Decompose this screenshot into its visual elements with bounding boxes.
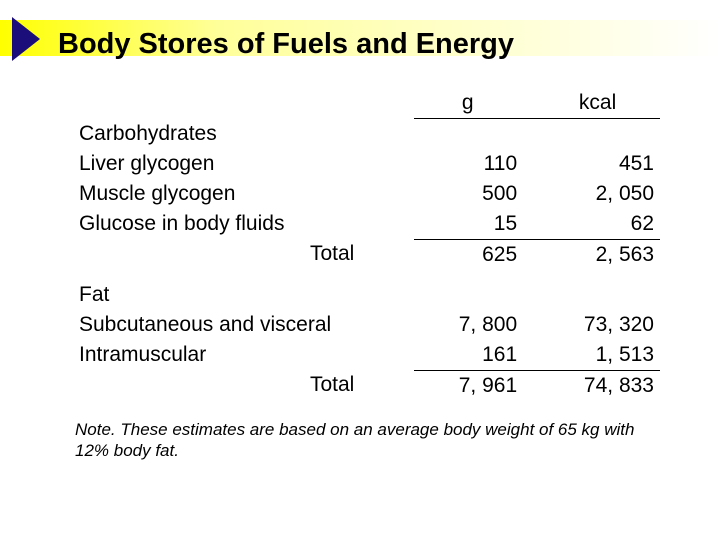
note-text: These estimates are based on an average … bbox=[75, 420, 634, 460]
arrow-bullet-icon bbox=[12, 17, 40, 61]
section-label: Fat bbox=[75, 280, 414, 310]
table-row: Muscle glycogen 500 2, 050 bbox=[75, 179, 660, 209]
col-header-g: g bbox=[414, 88, 537, 119]
col-header-kcal: kcal bbox=[537, 88, 660, 119]
total-g: 625 bbox=[414, 239, 537, 270]
footnote: Note. These estimates are based on an av… bbox=[75, 419, 660, 462]
table-row: Subcutaneous and visceral 7, 800 73, 320 bbox=[75, 310, 660, 340]
title-bar: Body Stores of Fuels and Energy bbox=[0, 0, 720, 70]
total-kcal: 2, 563 bbox=[537, 239, 660, 270]
row-label: Glucose in body fluids bbox=[75, 209, 414, 240]
spacer-row bbox=[75, 270, 660, 280]
total-row-carb: Total 625 2, 563 bbox=[75, 239, 660, 270]
section-heading-fat: Fat bbox=[75, 280, 660, 310]
row-kcal: 451 bbox=[537, 149, 660, 179]
row-label: Intramuscular bbox=[75, 340, 414, 371]
total-kcal: 74, 833 bbox=[537, 370, 660, 401]
total-label: Total bbox=[75, 239, 414, 270]
row-label: Muscle glycogen bbox=[75, 179, 414, 209]
table-row: Glucose in body fluids 15 62 bbox=[75, 209, 660, 240]
row-g: 110 bbox=[414, 149, 537, 179]
content-area: g kcal Carbohydrates Liver glycogen 110 … bbox=[0, 70, 720, 461]
total-row-fat: Total 7, 961 74, 833 bbox=[75, 370, 660, 401]
row-kcal: 62 bbox=[537, 209, 660, 240]
row-kcal: 73, 320 bbox=[537, 310, 660, 340]
row-g: 161 bbox=[414, 340, 537, 371]
table-row: Intramuscular 161 1, 513 bbox=[75, 340, 660, 371]
row-kcal: 2, 050 bbox=[537, 179, 660, 209]
row-label: Liver glycogen bbox=[75, 149, 414, 179]
row-g: 7, 800 bbox=[414, 310, 537, 340]
section-heading-carb: Carbohydrates bbox=[75, 119, 660, 149]
total-g: 7, 961 bbox=[414, 370, 537, 401]
total-label: Total bbox=[75, 370, 414, 401]
header-row: g kcal bbox=[75, 88, 660, 119]
slide-title: Body Stores of Fuels and Energy bbox=[58, 10, 514, 61]
section-label: Carbohydrates bbox=[75, 119, 414, 149]
row-label: Subcutaneous and visceral bbox=[75, 310, 414, 340]
note-prefix: Note. bbox=[75, 420, 116, 439]
table-row: Liver glycogen 110 451 bbox=[75, 149, 660, 179]
row-kcal: 1, 513 bbox=[537, 340, 660, 371]
row-g: 500 bbox=[414, 179, 537, 209]
fuel-table: g kcal Carbohydrates Liver glycogen 110 … bbox=[75, 88, 660, 401]
row-g: 15 bbox=[414, 209, 537, 240]
